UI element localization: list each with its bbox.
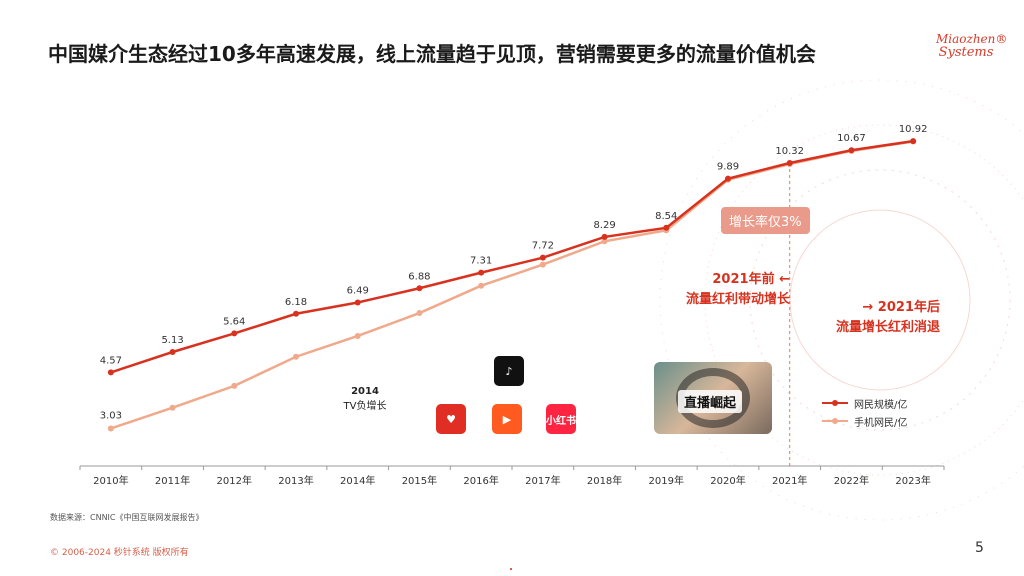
data-point bbox=[786, 159, 793, 166]
data-point bbox=[416, 310, 423, 317]
data-point bbox=[107, 425, 114, 432]
kuaishou-glyph: ▶ bbox=[502, 412, 512, 426]
x-tick-label: 2019年 bbox=[649, 474, 684, 487]
data-label: 9.89 bbox=[717, 162, 739, 173]
callout-before-2021-line2: 流量红利带动增长 bbox=[685, 292, 790, 307]
data-label: 6.49 bbox=[347, 285, 369, 296]
data-label-mobile-2010: 3.03 bbox=[100, 410, 122, 421]
growth-rate-badge: 增长率仅3% bbox=[721, 207, 810, 234]
x-tick-label: 2023年 bbox=[895, 474, 930, 487]
copyright: © 2006-2024 秒针系统 版权所有 bbox=[50, 548, 189, 558]
data-point bbox=[169, 349, 176, 356]
tiktok-app-icon: ♪ bbox=[494, 356, 524, 386]
x-tick-label: 2018年 bbox=[587, 474, 622, 487]
note-2014: 2014 TV负增长 bbox=[320, 386, 410, 412]
livestream-image: 直播崛起 bbox=[654, 362, 772, 434]
x-tick-label: 2021年 bbox=[772, 474, 807, 487]
data-label: 6.18 bbox=[285, 297, 307, 308]
page-title: 中国媒介生态经过10多年高速发展，线上流量趋于见顶，营销需要更多的流量价值机会 bbox=[48, 42, 816, 66]
data-point bbox=[354, 332, 361, 339]
page-number: 5 bbox=[975, 540, 984, 556]
data-label: 7.31 bbox=[470, 256, 492, 267]
data-label: 5.13 bbox=[161, 335, 183, 346]
data-point bbox=[910, 138, 917, 145]
data-point bbox=[601, 233, 608, 240]
x-tick-label: 2010年 bbox=[93, 474, 128, 487]
x-tick-label: 2015年 bbox=[402, 474, 437, 487]
logo-line-1: Miaozhen® bbox=[936, 32, 1008, 46]
tiktok-glyph: ♪ bbox=[505, 364, 513, 378]
data-point bbox=[231, 330, 238, 337]
legend-item-netizens: 网民规模/亿 bbox=[822, 394, 907, 412]
bottom-dot bbox=[510, 568, 512, 570]
data-point bbox=[725, 175, 731, 182]
callout-after-2021-line2: 流量增长红利消退 bbox=[835, 320, 940, 335]
series-line-0 bbox=[110, 139, 914, 374]
x-tick-label: 2013年 bbox=[278, 474, 313, 487]
data-label: 10.32 bbox=[775, 146, 804, 157]
data-point bbox=[848, 147, 855, 154]
data-label: 8.54 bbox=[655, 211, 677, 222]
data-point bbox=[539, 261, 546, 268]
data-point bbox=[231, 382, 238, 389]
data-label: 6.88 bbox=[408, 271, 430, 282]
callout-after-2021-line1: → 2021年后 bbox=[862, 300, 940, 315]
data-label: 5.64 bbox=[223, 316, 245, 327]
data-label: 10.92 bbox=[899, 124, 928, 135]
data-point bbox=[354, 299, 361, 306]
callout-after-2021: → 2021年后 流量增长红利消退 bbox=[800, 298, 940, 338]
miaozhen-logo: Miaozhen® Systems bbox=[936, 32, 1008, 68]
data-label: 7.72 bbox=[532, 241, 554, 252]
x-tick-label: 2016年 bbox=[463, 474, 498, 487]
pinduoduo-glyph: ♥ bbox=[446, 412, 456, 426]
x-tick-label: 2012年 bbox=[217, 474, 252, 487]
x-tick-label: 2020年 bbox=[710, 474, 745, 487]
legend-label-netizens: 网民规模/亿 bbox=[854, 399, 908, 411]
note-2014-year: 2014 bbox=[351, 386, 379, 397]
data-point bbox=[539, 254, 546, 261]
xiaohongshu-app-icon: 小红书 bbox=[546, 404, 576, 434]
data-label: 10.67 bbox=[837, 133, 866, 144]
callout-before-2021: 2021年前 ← 流量红利带动增长 bbox=[640, 270, 790, 310]
note-2014-text: TV负增长 bbox=[343, 401, 387, 412]
data-label: 4.57 bbox=[100, 355, 122, 366]
data-point bbox=[478, 269, 485, 276]
x-tick-label: 2011年 bbox=[155, 474, 190, 487]
data-point bbox=[601, 238, 608, 245]
data-point bbox=[663, 224, 670, 231]
xiaohongshu-label: 小红书 bbox=[546, 415, 576, 427]
data-point bbox=[478, 282, 485, 289]
data-point bbox=[293, 310, 299, 317]
callout-before-2021-line1: 2021年前 ← bbox=[712, 272, 790, 287]
chart-legend: 网民规模/亿 手机网民/亿 bbox=[822, 394, 907, 430]
data-point bbox=[169, 404, 176, 411]
data-label: 8.29 bbox=[593, 220, 615, 231]
legend-swatch-netizens bbox=[822, 400, 848, 406]
legend-swatch-mobile bbox=[822, 418, 848, 424]
x-tick-label: 2017年 bbox=[525, 474, 560, 487]
x-tick-label: 2014年 bbox=[340, 474, 375, 487]
data-point bbox=[107, 369, 114, 376]
legend-label-mobile: 手机网民/亿 bbox=[854, 417, 908, 429]
data-point bbox=[293, 353, 299, 360]
pinduoduo-app-icon: ♥ bbox=[436, 404, 466, 434]
x-tick-label: 2022年 bbox=[834, 474, 869, 487]
data-source: 数据来源：CNNIC《中国互联网发展报告》 bbox=[50, 513, 204, 522]
data-point bbox=[416, 285, 423, 292]
livestream-label: 直播崛起 bbox=[678, 390, 743, 413]
logo-line-2: Systems bbox=[938, 45, 994, 60]
kuaishou-app-icon: ▶ bbox=[492, 404, 522, 434]
legend-item-mobile: 手机网民/亿 bbox=[822, 412, 907, 430]
